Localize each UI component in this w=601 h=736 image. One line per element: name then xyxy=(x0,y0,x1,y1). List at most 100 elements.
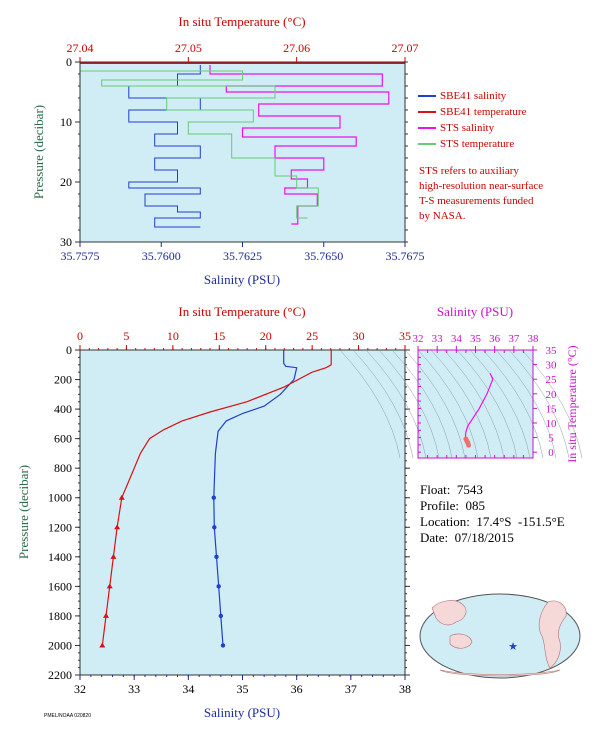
top-sal-tick-label: 35.7575 xyxy=(61,249,100,263)
legend-item-sbe41-salinity: SBE41 salinity xyxy=(418,90,506,104)
map-land-americas xyxy=(538,600,567,669)
bottom-pressure-tick-label: 0 xyxy=(66,343,72,357)
ts-temp-tick-label: 20 xyxy=(546,389,558,401)
ts-sal-tick-label: 32 xyxy=(413,333,424,345)
ts-temp-tick-label: 25 xyxy=(546,374,558,386)
bottom-pressure-tick-label: 2000 xyxy=(48,638,72,652)
bottom-pressure-axis-title: Pressure (decibar) xyxy=(16,465,31,559)
ts-sal-axis-title: Salinity (PSU) xyxy=(437,304,513,319)
ts-density-contour xyxy=(352,349,414,459)
ts-series-group xyxy=(463,372,494,448)
map-land-asia xyxy=(431,600,467,626)
top-sal-tick-label: 35.7650 xyxy=(304,249,343,263)
bottom-sal-tick-label: 32 xyxy=(74,682,86,696)
bottom-salinity-line xyxy=(213,350,298,646)
float-id: Float: 7543 xyxy=(420,482,483,497)
bottom-salinity-point xyxy=(211,495,216,500)
ts-panel: 32 33 34 35 36 37 38 0 5 10 15 20 25 30 35 Salinity (P… xyxy=(339,304,583,463)
ts-density-contour xyxy=(456,349,518,459)
float-location: Location: 17.4°S -151.5°E xyxy=(420,514,565,529)
ts-sal-tick-label: 34 xyxy=(451,333,463,345)
bottom-sal-tick-label: 36 xyxy=(291,682,303,696)
ts-temp-tick-label: 0 xyxy=(548,447,554,459)
profile-number: Profile: 085 xyxy=(420,498,485,513)
top-panel-ticks: 27.04 27.05 27.06 27.07 35.7575 35.7600 35.762… xyxy=(60,41,425,263)
credit-text: PMEL/NOAA 020820 xyxy=(44,713,91,719)
bottom-pressure-tick-label: 1800 xyxy=(48,609,72,623)
top-sal-tick-label: 35.7600 xyxy=(142,249,181,263)
top-sal-tick-label: 35.7675 xyxy=(386,249,425,263)
profile-date: Date: 07/18/2015 xyxy=(420,530,514,545)
ts-temp-tick-label: 30 xyxy=(546,360,558,372)
bottom-temp-tick-label: 10 xyxy=(167,329,179,343)
ts-sal-tick-label: 36 xyxy=(489,333,501,345)
bottom-sal-tick-label: 37 xyxy=(345,682,357,696)
top-sal-axis-title: Salinity (PSU) xyxy=(204,272,280,287)
bottom-plot-background xyxy=(80,350,405,675)
bottom-panel: 0 5 10 15 20 25 30 35 32 33 34 35 36 37 38 0 200 400 600 80… xyxy=(16,304,411,720)
ts-temp-tick-label: 5 xyxy=(548,433,554,445)
ts-density-contour xyxy=(365,349,427,459)
legend-label-sts-temperature: STS temperature xyxy=(440,138,515,150)
ts-temp-axis-title: In situ Temperature (°C) xyxy=(565,345,579,462)
bottom-pressure-tick-label: 200 xyxy=(54,373,72,387)
bottom-salinity-point xyxy=(212,525,217,530)
legend-item-sts-salinity: STS salinity xyxy=(418,122,494,136)
top-pressure-axis-title: Pressure (decibar) xyxy=(31,105,46,199)
map-land-australia xyxy=(449,633,473,649)
ts-density-contour xyxy=(469,349,531,459)
bottom-pressure-tick-label: 600 xyxy=(54,432,72,446)
bottom-salinity-point xyxy=(218,613,224,619)
bottom-pressure-tick-label: 1000 xyxy=(48,491,72,505)
top-panel: 27.04 27.05 27.06 27.07 35.7575 35.7600 35.762… xyxy=(31,14,425,287)
bottom-series-group xyxy=(99,350,332,648)
top-pressure-tick-label: 0 xyxy=(66,55,72,69)
ts-density-contour xyxy=(417,349,479,459)
ts-density-contour xyxy=(391,349,453,459)
legend-label-sbe41-temperature: SBE41 temperature xyxy=(440,106,527,118)
bottom-salinity-point xyxy=(220,643,226,648)
top-temp-tick-label: 27.07 xyxy=(392,41,419,55)
bottom-sal-tick-label: 35 xyxy=(237,682,249,696)
bottom-temp-tick-label: 5 xyxy=(123,329,129,343)
top-temp-tick-label: 27.04 xyxy=(67,41,94,55)
legend-swatch-sts-temperature xyxy=(418,143,436,146)
world-map: ★ xyxy=(419,593,581,679)
ts-temp-tick-label: 10 xyxy=(546,418,558,430)
bottom-sal-tick-label: 33 xyxy=(128,682,140,696)
bottom-pressure-tick-label: 1400 xyxy=(48,550,72,564)
bottom-panel-ticks: 0 5 10 15 20 25 30 35 32 33 34 35 36 37 38 0 200 400 600 80… xyxy=(48,329,411,696)
bottom-pressure-tick-label: 400 xyxy=(54,402,72,416)
top-sts-salinity-line xyxy=(209,65,390,225)
bottom-temp-tick-label: 15 xyxy=(213,329,225,343)
sts-note: STS refers to auxiliary high-resolution … xyxy=(419,165,544,222)
bottom-pressure-tick-label: 800 xyxy=(54,461,72,475)
map-land-antarctica xyxy=(439,669,561,677)
bottom-temperature-point xyxy=(106,583,113,589)
top-temp-tick-label: 27.05 xyxy=(175,41,202,55)
ts-density-contour xyxy=(404,349,466,459)
top-sts-temperature-line xyxy=(79,65,319,219)
float-location-star-icon: ★ xyxy=(508,641,518,653)
ts-density-contour xyxy=(430,349,492,459)
ts-temp-tick-label: 15 xyxy=(546,403,558,415)
bottom-sal-tick-label: 38 xyxy=(399,682,411,696)
ts-density-contours xyxy=(339,349,583,459)
ts-sal-tick-label: 37 xyxy=(508,333,520,345)
bottom-sal-axis-title: Salinity (PSU) xyxy=(204,705,280,720)
top-pressure-tick-label: 10 xyxy=(60,115,72,129)
ts-density-contour xyxy=(443,349,505,459)
legend-swatch-sts-salinity xyxy=(418,127,436,130)
bottom-temp-tick-label: 30 xyxy=(353,329,365,343)
top-sbe41-salinity-line xyxy=(128,65,201,228)
bottom-temp-axis-title: In situ Temperature (°C) xyxy=(178,304,305,319)
ts-sal-tick-label: 35 xyxy=(470,333,482,345)
bottom-salinity-point xyxy=(216,584,221,589)
ts-sal-tick-label: 33 xyxy=(432,333,444,345)
bottom-temp-tick-label: 20 xyxy=(260,329,272,343)
ts-sal-tick-label: 38 xyxy=(528,333,540,345)
ts-panel-ticks: 32 33 34 35 36 37 38 0 5 10 15 20 25 30 35 xyxy=(413,333,558,459)
top-sal-tick-label: 35.7625 xyxy=(223,249,262,263)
legend-label-sts-salinity: STS salinity xyxy=(440,122,495,134)
